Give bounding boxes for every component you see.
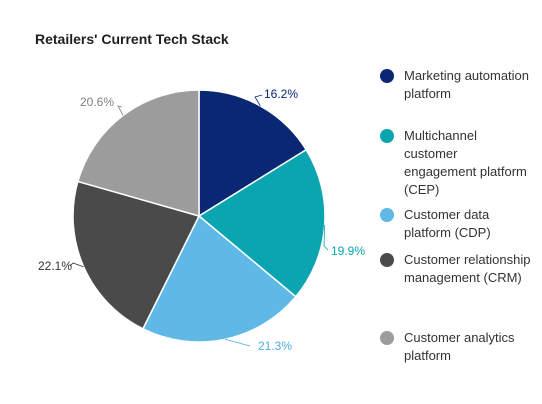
pie-slice-cdp xyxy=(141,214,297,343)
legend-label: Marketing automation platform xyxy=(404,68,530,101)
legend-label: Multichannel customer engagement platfor… xyxy=(404,128,527,197)
legend-label: Customer data platform (CDP) xyxy=(404,207,491,240)
data-label-marketing-automation: 16.2% xyxy=(264,87,298,101)
data-label-cdp: 21.3% xyxy=(258,339,292,353)
legend-swatch xyxy=(380,253,394,267)
legend-item-marketing-automation: Marketing automation platform xyxy=(380,67,532,103)
legend-label: Customer relationship management (CRM) xyxy=(404,252,531,285)
legend-swatch xyxy=(380,208,394,222)
chart-title: Retailers' Current Tech Stack xyxy=(35,31,229,47)
leader-line-customer-analytics xyxy=(117,105,124,116)
leader-line-crm xyxy=(69,262,84,268)
data-label-customer-analytics: 20.6% xyxy=(80,95,114,109)
legend-label: Customer analytics platform xyxy=(404,330,515,363)
leader-line-marketing-automation xyxy=(254,94,263,107)
pie-slice-cep xyxy=(197,148,326,298)
legend-swatch xyxy=(380,129,394,143)
legend-item-customer-analytics: Customer analytics platform xyxy=(380,329,532,365)
legend-swatch xyxy=(380,331,394,345)
pie-slice-crm xyxy=(72,180,201,330)
legend-swatch xyxy=(380,69,394,83)
legend-item-cep: Multichannel customer engagement platfor… xyxy=(380,127,532,199)
legend-item-cdp: Customer data platform (CDP) xyxy=(380,206,532,242)
leader-line-cdp xyxy=(224,338,251,347)
legend-item-crm: Customer relationship management (CRM) xyxy=(380,251,532,287)
pie-slice-marketing-automation xyxy=(198,89,308,218)
leader-line-cep xyxy=(323,224,329,251)
data-label-crm: 22.1% xyxy=(38,259,72,273)
pie-slice-customer-analytics xyxy=(76,89,200,217)
data-label-cep: 19.9% xyxy=(331,244,365,258)
